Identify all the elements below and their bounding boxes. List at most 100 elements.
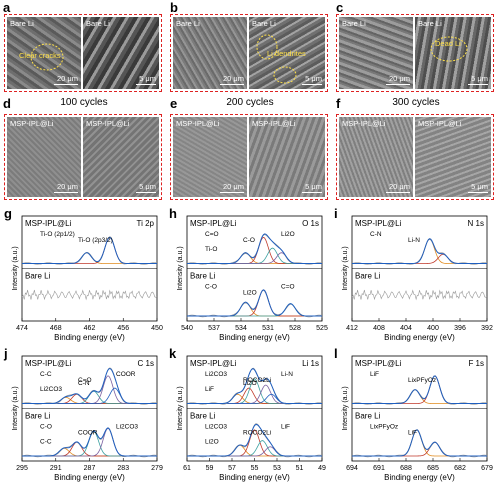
scale-label: 20 μm [389,182,410,191]
y-axis-label: Intensity (a.u.) [342,246,349,290]
peak-annotation: Li2CO3 [40,386,62,393]
top-sample-label: MSP-IPL@Li [355,219,402,228]
sem-a-left: Bare Li Clear cracks 20 μm [7,17,81,89]
peak-annotation: C-O [40,424,52,431]
scale-label: 5 μm [305,74,322,83]
panel-f-letter: f [336,96,341,111]
x-tick-label: 456 [117,325,129,332]
top-sample-label: MSP-IPL@Li [190,219,237,228]
x-tick-label: 295 [16,465,28,472]
x-tick-label: 396 [454,325,466,332]
scale-bar [302,83,322,85]
top-component-peak [22,390,157,404]
sem-label: MSP-IPL@Li [176,119,220,128]
panel-d-letter: d [3,96,11,111]
plot-title: Ti 2p [137,219,155,228]
y-axis-label: Intensity (a.u.) [12,246,19,290]
x-tick-label: 51 [296,465,304,472]
sem-b-right: Bare Li Li dendrites 5 μm [249,17,325,89]
panel-i-letter: i [334,208,338,221]
bottom-sample-label: Bare Li [355,412,381,421]
panel-c-letter: c [336,0,344,15]
peak-annotation: LixPFyOz [408,377,436,384]
peak-annotation: LiF [205,386,214,393]
sem-label: Bare Li [176,19,200,28]
annotation: Dead Li [435,39,461,48]
sem-e-right: MSP-IPL@Li 5 μm [249,117,325,197]
peak-annotation: Li2O [281,231,295,238]
y-axis-label: Intensity (a.u.) [177,386,184,430]
peak-annotation: Li-N [408,237,420,244]
peak-annotation: C=O [78,377,92,384]
peak-annotation: Ti-O [205,246,217,253]
bottom-sample-label: Bare Li [190,412,216,421]
x-tick-label: 450 [151,325,163,332]
top-sample-label: MSP-IPL@Li [25,219,72,228]
x-tick-label: 59 [206,465,214,472]
top-sample-label: MSP-IPL@Li [25,359,72,368]
bottom-sample-label: Bare Li [190,272,216,281]
sem-d-left: MSP-IPL@Li 20 μm [7,117,81,197]
peak-annotation: Li2CO3 [205,371,227,378]
x-tick-label: 404 [400,325,412,332]
peak-annotation: C=O [281,284,295,291]
panel-e-frame [170,114,328,200]
peak-annotation: Li2CO3 [205,424,227,431]
y-axis-label: Intensity (a.u.) [12,386,19,430]
plot-title: O 1s [302,219,319,228]
x-axis-label: Binding energy (eV) [219,473,290,482]
panel-b-letter: b [170,0,178,15]
bottom-sample-label: Bare Li [25,412,51,421]
peak-annotation: C-C [40,439,52,446]
sem-label: MSP-IPL@Li [86,119,130,128]
scale-bar [468,83,488,85]
sem-label: MSP-IPL@Li [10,119,54,128]
panel-a-letter: a [3,0,11,15]
x-tick-label: 691 [373,465,385,472]
peak-annotation: Ti-O (2p1/2) [40,231,75,238]
bottom-sample-label: Bare Li [25,272,51,281]
x-axis-label: Binding energy (eV) [54,333,125,342]
scale-bar [302,191,322,193]
peak-annotation: ROCO2Li [243,377,271,384]
scale-bar [220,83,244,85]
peak-annotation: ROCO2Li [243,430,271,437]
cycles-label-300: 300 cycles [392,97,440,108]
x-tick-label: 531 [262,325,274,332]
top-sample-label: MSP-IPL@Li [190,359,237,368]
scale-label: 5 μm [471,182,488,191]
scale-bar [468,191,488,193]
peak-annotation: Li-N [281,371,293,378]
peak-annotation: COOR [116,371,136,378]
panel-a-frame [4,14,162,92]
x-tick-label: 528 [289,325,301,332]
sem-label: MSP-IPL@Li [342,119,386,128]
scale-bar [386,191,410,193]
sem-c-right: Bare Li Dead Li 5 μm [415,17,491,89]
x-axis-label: Binding energy (eV) [384,333,455,342]
panel-k-letter: k [169,346,177,361]
peak-annotation: Ti-O (2p3/2) [78,237,113,244]
peak-annotation: LixPFyOz [370,424,398,431]
x-tick-label: 685 [427,465,439,472]
sem-f-right: MSP-IPL@Li 5 μm [415,117,491,197]
sem-label: MSP-IPL@Li [252,119,296,128]
top-fit-envelope [352,238,487,264]
panel-f-frame [336,114,494,200]
sem-c-left: Bare Li 20 μm [339,17,413,89]
bottom-component-peak [187,303,322,317]
x-tick-label: 408 [373,325,385,332]
peak-annotation: LiF [408,430,417,437]
sem-e-left: MSP-IPL@Li 20 μm [173,117,247,197]
xps-figure: g Ti 2p MSP-IPL@Li Bare Li Intensity (a.u.) 4… [3,208,493,482]
scale-label: 20 μm [57,74,78,83]
x-tick-label: 279 [151,465,163,472]
scale-bar [386,83,410,85]
peak-annotation: LiF [370,371,379,378]
top-component-peak [22,396,157,404]
scale-bar [54,191,78,193]
sem-label: MSP-IPL@Li [418,119,462,128]
x-tick-label: 287 [84,465,96,472]
panel-c-frame [336,14,494,92]
scale-bar [136,83,156,85]
